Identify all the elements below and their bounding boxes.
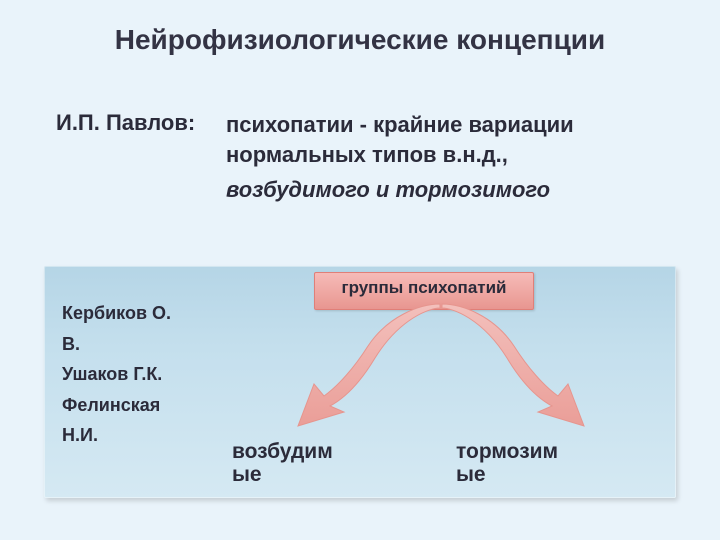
author-line: Н.И. [62,420,171,451]
pavlov-label: И.П. Павлов: [56,110,195,136]
branch-left-line2: ые [232,463,262,486]
author-line: Фелинская [62,390,171,421]
branch-left-line1: возбудим [232,440,333,463]
page-title: Нейрофизиологические концепции [0,24,720,56]
pavlov-italic: возбудимого и тормозимого [226,175,656,205]
branch-right-label: тормозим ые [456,440,558,486]
pavlov-line2: нормальных типов в.н.д., [226,142,508,167]
split-arrows-icon [280,298,600,438]
pavlov-line1: психопатии - крайние вариации [226,112,574,137]
branch-left-label: возбудим ые [232,440,333,486]
pavlov-body: психопатии - крайние вариации нормальных… [226,110,656,205]
branch-right-line1: тормозим [456,440,558,463]
branch-right-line2: ые [456,463,486,486]
author-line: В. [62,329,171,360]
authors-list: Кербиков О. В. Ушаков Г.К. Фелинская Н.И… [62,298,171,451]
author-line: Ушаков Г.К. [62,359,171,390]
author-line: Кербиков О. [62,298,171,329]
